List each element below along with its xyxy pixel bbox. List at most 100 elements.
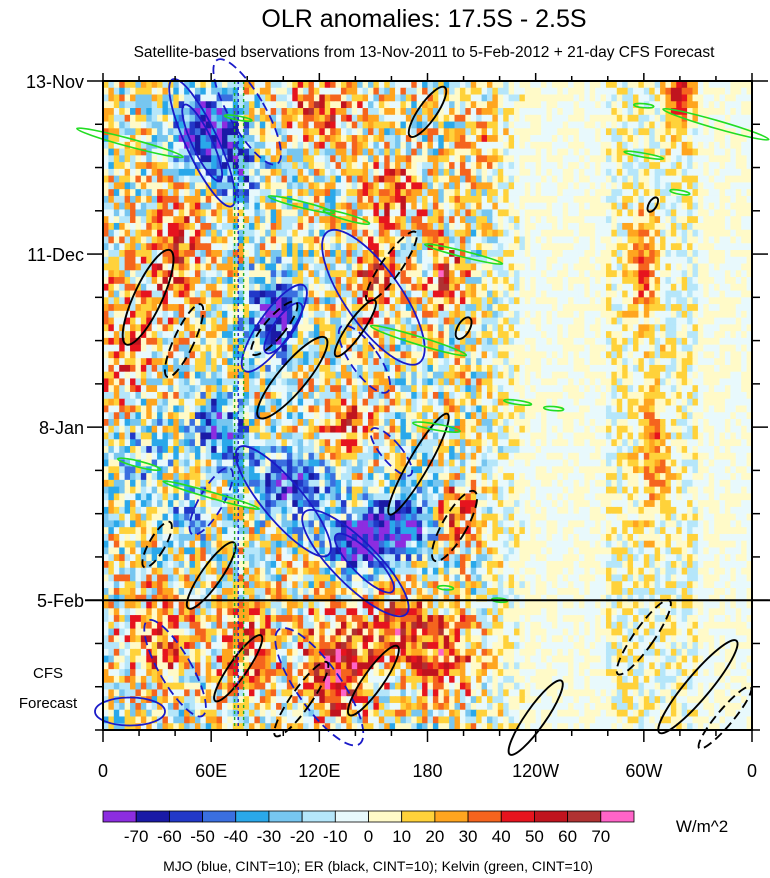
anomaly-cell <box>681 162 688 170</box>
anomaly-cell <box>676 290 683 298</box>
anomaly-cell <box>373 101 380 109</box>
anomaly-cell <box>562 324 569 332</box>
anomaly-cell <box>259 114 266 123</box>
anomaly-cell <box>276 358 283 366</box>
anomaly-cell <box>162 337 169 346</box>
anomaly-cell <box>665 182 672 190</box>
anomaly-cell <box>616 344 623 353</box>
anomaly-cell <box>681 216 688 224</box>
anomaly-cell <box>335 202 342 211</box>
anomaly-cell <box>427 304 434 312</box>
anomaly-cell <box>335 256 342 265</box>
anomaly-cell <box>130 324 137 332</box>
anomaly-cell <box>568 209 575 217</box>
anomaly-cell <box>703 263 710 271</box>
anomaly-cell <box>194 121 201 129</box>
anomaly-cell <box>286 141 293 150</box>
anomaly-cell <box>481 168 488 177</box>
anomaly-cell <box>249 202 256 211</box>
anomaly-cell <box>362 202 369 211</box>
anomaly-cell <box>524 135 531 143</box>
anomaly-cell <box>238 162 245 170</box>
anomaly-cell <box>194 236 201 244</box>
anomaly-cell <box>465 283 472 292</box>
anomaly-cell <box>573 236 580 244</box>
anomaly-cell <box>384 263 391 271</box>
anomaly-cell <box>221 155 228 163</box>
anomaly-cell <box>665 128 672 136</box>
anomaly-cell <box>703 270 710 278</box>
anomaly-cell <box>319 344 326 353</box>
anomaly-cell <box>497 351 504 359</box>
anomaly-cell <box>313 141 320 150</box>
anomaly-cell <box>562 243 569 251</box>
anomaly-cell <box>638 81 645 89</box>
anomaly-cell <box>605 189 612 197</box>
anomaly-cell <box>638 135 645 143</box>
anomaly-cell <box>562 283 569 292</box>
anomaly-cell <box>378 168 385 177</box>
anomaly-cell <box>130 243 137 251</box>
anomaly-cell <box>746 337 753 346</box>
anomaly-cell <box>178 121 185 129</box>
anomaly-cell <box>741 175 748 184</box>
anomaly-cell <box>411 270 418 278</box>
anomaly-cell <box>265 337 272 346</box>
anomaly-cell <box>400 236 407 244</box>
anomaly-cell <box>697 189 704 197</box>
anomaly-cell <box>443 121 450 129</box>
anomaly-cell <box>589 195 596 204</box>
anomaly-cell <box>276 101 283 109</box>
anomaly-cell <box>595 236 602 244</box>
anomaly-cell <box>221 141 228 150</box>
anomaly-cell <box>616 243 623 251</box>
anomaly-cell <box>476 189 483 197</box>
anomaly-cell <box>173 175 180 184</box>
anomaly-cell <box>108 114 115 123</box>
anomaly-cell <box>194 148 201 156</box>
anomaly-cell <box>286 344 293 353</box>
anomaly-cell <box>492 310 499 319</box>
anomaly-cell <box>157 304 164 312</box>
anomaly-cell <box>459 243 466 251</box>
anomaly-cell <box>438 344 445 353</box>
anomaly-cell <box>346 141 353 150</box>
anomaly-cell <box>221 229 228 238</box>
anomaly-cell <box>405 81 412 89</box>
anomaly-cell <box>330 121 337 129</box>
anomaly-cell <box>589 202 596 211</box>
anomaly-cell <box>276 283 283 292</box>
anomaly-cell <box>692 114 699 123</box>
anomaly-cell <box>519 189 526 197</box>
anomaly-cell <box>665 135 672 143</box>
anomaly-cell <box>449 101 456 109</box>
anomaly-cell <box>157 87 164 96</box>
anomaly-cell <box>265 155 272 163</box>
anomaly-cell <box>368 128 375 136</box>
anomaly-cell <box>373 344 380 353</box>
anomaly-cell <box>119 243 126 251</box>
anomaly-cell <box>135 101 142 109</box>
anomaly-cell <box>216 222 223 231</box>
anomaly-cell <box>568 283 575 292</box>
anomaly-cell <box>595 195 602 204</box>
anomaly-cell <box>670 277 677 285</box>
anomaly-cell <box>578 108 585 116</box>
anomaly-cell <box>697 351 704 359</box>
anomaly-cell <box>368 121 375 129</box>
anomaly-cell <box>400 331 407 339</box>
anomaly-cell <box>465 337 472 346</box>
anomaly-cell <box>324 304 331 312</box>
anomaly-cell <box>427 94 434 102</box>
anomaly-cell <box>340 331 347 339</box>
anomaly-cell <box>135 195 142 204</box>
anomaly-cell <box>205 229 212 238</box>
anomaly-cell <box>286 148 293 156</box>
anomaly-cell <box>368 202 375 211</box>
anomaly-cell <box>119 256 126 265</box>
anomaly-cell <box>616 195 623 204</box>
anomaly-cell <box>546 209 553 217</box>
anomaly-cell <box>459 168 466 177</box>
anomaly-cell <box>362 108 369 116</box>
anomaly-cell <box>265 216 272 224</box>
